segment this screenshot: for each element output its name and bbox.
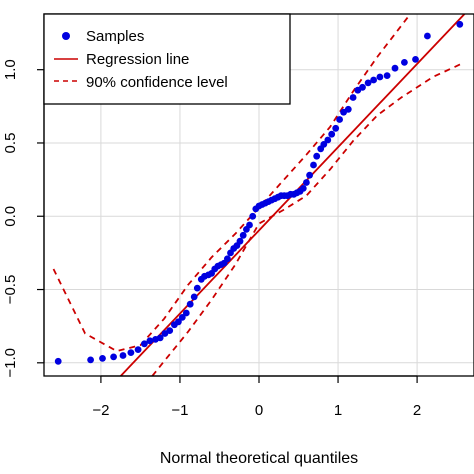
y-tick-label-3: 0.5 [2, 133, 19, 154]
sample-point-28 [224, 255, 231, 263]
sample-point-35 [246, 221, 253, 229]
sample-point-10 [156, 334, 164, 342]
x-tick-label-2: 0 [255, 402, 263, 419]
sample-point-2 [99, 355, 106, 362]
sample-point-15 [178, 314, 186, 321]
sample-point-56 [313, 152, 321, 160]
sample-point-17 [186, 300, 194, 308]
sample-point-55 [310, 161, 317, 169]
samples-layer [54, 20, 464, 365]
sample-point-75 [424, 32, 431, 40]
sample-point-7 [141, 340, 148, 348]
x-tick-label-1: −1 [171, 402, 188, 419]
sample-point-76 [456, 20, 464, 28]
sample-point-58 [320, 141, 328, 148]
sample-point-74 [412, 56, 419, 63]
legend: Samples Regression line 90% confidence l… [43, 13, 291, 105]
sample-point-19 [193, 284, 201, 292]
y-tick-label-1: −0.5 [2, 275, 19, 305]
y-tick-label-0: −1.0 [2, 348, 19, 378]
sample-point-65 [349, 94, 357, 101]
y-tick-label-4: 1.0 [2, 59, 19, 80]
sample-point-72 [391, 64, 399, 72]
sample-point-59 [324, 136, 332, 144]
x-axis: −2 −1 0 1 2 [92, 375, 421, 419]
x-axis-title: Normal theoretical quantiles [160, 450, 358, 467]
sample-point-14 [175, 318, 182, 326]
sample-point-36 [249, 212, 257, 220]
y-tick-label-2: 0.0 [2, 206, 19, 227]
legend-samples-label: Samples [86, 28, 144, 45]
sample-point-64 [344, 105, 352, 113]
sample-point-3 [110, 353, 117, 361]
sample-point-8 [146, 337, 154, 345]
sample-point-73 [401, 59, 408, 66]
sample-point-52 [299, 185, 307, 192]
sample-point-18 [190, 293, 198, 301]
confidence-band-line-2 [52, 14, 412, 353]
sample-point-62 [336, 116, 343, 123]
sample-point-70 [376, 73, 384, 81]
sample-point-33 [239, 231, 247, 239]
sample-point-69 [370, 76, 377, 84]
sample-point-16 [182, 309, 190, 317]
legend-box [43, 13, 291, 105]
sample-point-60 [328, 130, 336, 138]
legend-samples-marker [62, 32, 70, 40]
sample-point-32 [236, 237, 244, 245]
sample-point-53 [303, 179, 310, 186]
sample-point-0 [54, 357, 62, 365]
sample-point-61 [332, 124, 340, 132]
sample-point-12 [166, 327, 174, 334]
x-tick-label-0: −2 [92, 402, 109, 419]
y-axis: −1.0 −0.5 0.0 0.5 1.0 [2, 59, 45, 378]
x-tick-label-4: 2 [413, 402, 421, 419]
sample-point-68 [364, 79, 372, 87]
legend-regression-label: Regression line [86, 51, 189, 68]
sample-point-1 [87, 356, 94, 364]
sample-point-67 [359, 83, 366, 91]
sample-point-5 [127, 349, 135, 356]
legend-confidence-label: 90% confidence level [86, 74, 228, 91]
sample-point-6 [134, 346, 142, 353]
sample-point-71 [383, 72, 391, 79]
x-tick-label-3: 1 [334, 402, 342, 419]
sample-point-54 [306, 171, 313, 179]
sample-point-4 [119, 352, 127, 359]
